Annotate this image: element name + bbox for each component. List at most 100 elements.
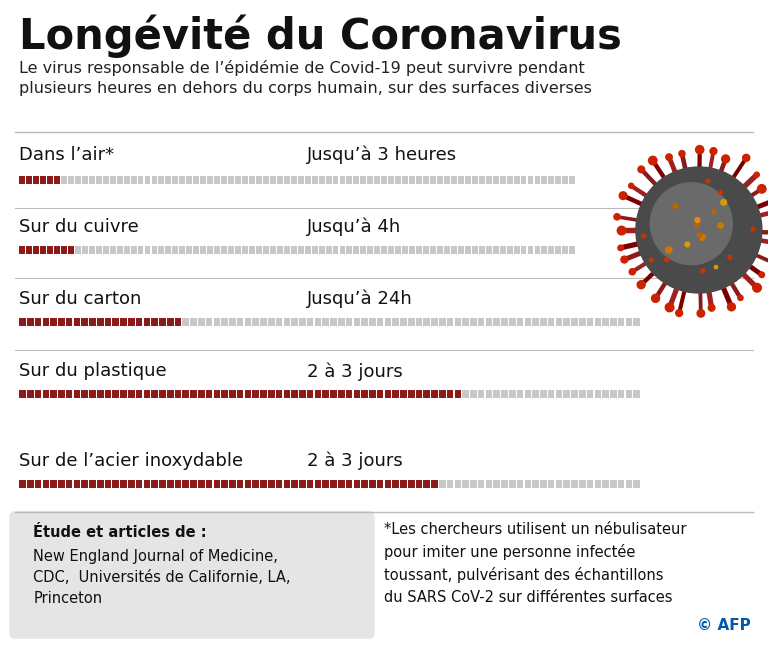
Text: Étude et articles de :: Étude et articles de : [33, 525, 207, 540]
Bar [617, 480, 624, 488]
Bar [131, 246, 137, 255]
Bar [432, 318, 438, 326]
Bar [61, 246, 67, 255]
Bar [263, 176, 269, 184]
Bar [299, 390, 306, 398]
Bar [502, 390, 508, 398]
Bar [256, 176, 262, 184]
Bar [229, 390, 236, 398]
Text: New England Journal of Medicine,
CDC,  Universités de Californie, LA,
Princeton: New England Journal of Medicine, CDC, Un… [33, 549, 291, 606]
Bar [493, 176, 498, 184]
Bar [444, 246, 450, 255]
Bar [305, 246, 310, 255]
Bar [74, 480, 80, 488]
Bar [206, 318, 213, 326]
Bar [528, 176, 534, 184]
Circle shape [700, 237, 704, 241]
Text: Sur du plastique: Sur du plastique [19, 362, 167, 380]
Bar [465, 246, 471, 255]
Circle shape [708, 305, 715, 311]
Bar [451, 246, 457, 255]
Bar [19, 246, 25, 255]
Bar [400, 318, 407, 326]
Bar [151, 246, 157, 255]
Bar [26, 176, 32, 184]
Bar [548, 246, 554, 255]
Bar [602, 480, 609, 488]
Bar [298, 176, 303, 184]
Bar [237, 318, 243, 326]
Bar [369, 480, 376, 488]
Bar [415, 480, 422, 488]
Bar [555, 480, 562, 488]
Bar [121, 480, 127, 488]
Circle shape [728, 255, 732, 259]
Bar [117, 176, 123, 184]
Circle shape [738, 296, 743, 301]
Bar [594, 390, 601, 398]
Bar [423, 390, 430, 398]
Bar [462, 390, 469, 398]
Bar [190, 318, 197, 326]
Bar [408, 390, 415, 398]
Bar [151, 176, 157, 184]
Bar [525, 480, 531, 488]
Bar [439, 480, 445, 488]
Bar [124, 246, 130, 255]
Bar [548, 176, 554, 184]
Circle shape [722, 155, 730, 163]
Bar [144, 176, 151, 184]
Bar [377, 390, 383, 398]
Bar [360, 176, 366, 184]
Bar [478, 318, 485, 326]
Bar [402, 176, 408, 184]
Bar [50, 480, 57, 488]
Circle shape [666, 154, 672, 160]
Bar [548, 318, 554, 326]
Bar [521, 176, 527, 184]
Bar [167, 318, 174, 326]
Bar [360, 246, 366, 255]
Bar [276, 390, 283, 398]
Bar [540, 390, 547, 398]
Bar [268, 480, 275, 488]
Text: Dans l’air*: Dans l’air* [19, 146, 114, 164]
Bar [131, 176, 137, 184]
Bar [439, 390, 445, 398]
Bar [283, 480, 290, 488]
Bar [112, 480, 119, 488]
Bar [382, 176, 387, 184]
Text: Sur de l’acier inoxydable: Sur de l’acier inoxydable [19, 452, 243, 470]
Bar [104, 480, 111, 488]
Bar [361, 480, 368, 488]
Circle shape [721, 199, 727, 205]
Bar [268, 318, 275, 326]
Circle shape [754, 172, 760, 177]
Bar [229, 318, 236, 326]
Bar [569, 176, 575, 184]
Bar [158, 176, 164, 184]
Bar [198, 390, 204, 398]
Bar [96, 176, 101, 184]
Bar [194, 246, 199, 255]
Text: Jusqu’à 3 heures: Jusqu’à 3 heures [307, 146, 457, 165]
Bar [207, 176, 214, 184]
Bar [235, 176, 241, 184]
Bar [626, 480, 632, 488]
Bar [389, 246, 394, 255]
Circle shape [697, 310, 704, 317]
Bar [315, 480, 321, 488]
Bar [548, 480, 554, 488]
Bar [353, 176, 359, 184]
Bar [291, 318, 298, 326]
Bar [389, 176, 394, 184]
Circle shape [617, 227, 626, 235]
Bar [564, 480, 570, 488]
Bar [594, 480, 601, 488]
Bar [151, 480, 158, 488]
Bar [569, 246, 575, 255]
Bar [626, 390, 632, 398]
Bar [509, 390, 515, 398]
Bar [151, 318, 158, 326]
Bar [353, 480, 360, 488]
